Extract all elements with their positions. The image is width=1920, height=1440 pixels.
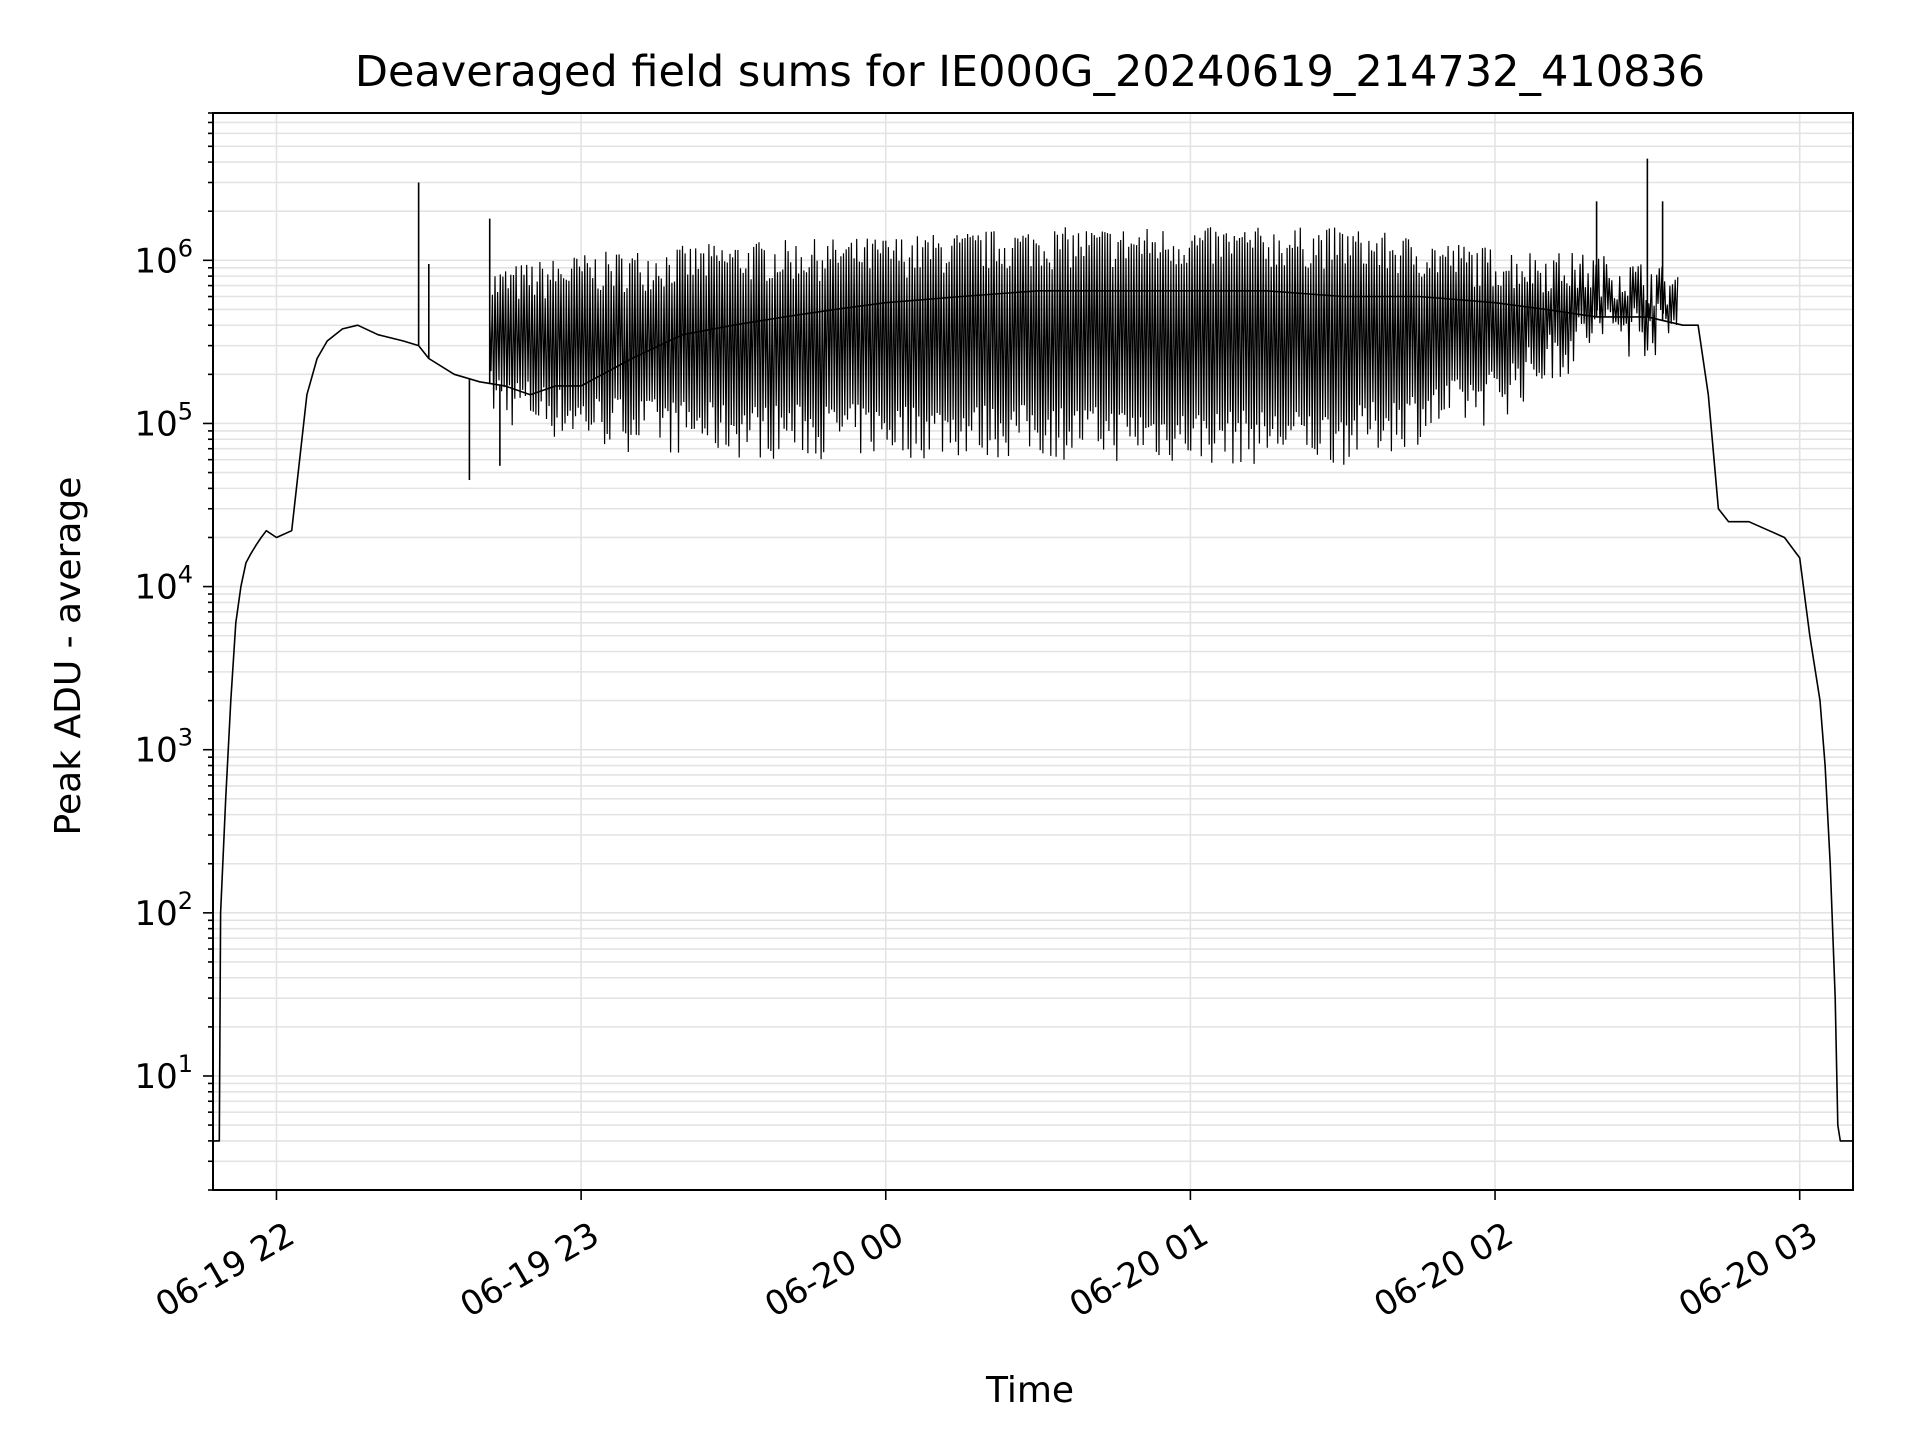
chart-title: Deaveraged field sums for IE000G_2024061… (355, 47, 1705, 97)
y-tick-base: 10 (134, 404, 177, 444)
y-tick-label: 105 (134, 397, 193, 444)
x-tick-label: 06-20 00 (758, 1215, 910, 1326)
y-tick-exponent: 5 (178, 397, 193, 425)
x-tick-label: 06-20 01 (1063, 1215, 1215, 1326)
series-oscillation (489, 227, 1679, 465)
x-tick-label: 06-20 02 (1368, 1215, 1520, 1326)
y-axis-label: Peak ADU - average (48, 477, 89, 836)
x-tick-label: 06-20 03 (1672, 1215, 1824, 1326)
y-tick-base: 10 (134, 568, 177, 608)
y-tick-exponent: 1 (178, 1050, 193, 1078)
y-tick-base: 10 (134, 731, 177, 771)
y-tick-exponent: 4 (178, 561, 193, 589)
series-line (213, 289, 1853, 1142)
y-tick-label: 104 (134, 561, 193, 608)
y-tick-exponent: 3 (178, 724, 193, 752)
series-layer (213, 158, 1853, 1142)
y-tick-base: 10 (134, 1057, 177, 1097)
x-axis-label: Time (985, 1370, 1074, 1411)
y-tick-label: 106 (134, 234, 193, 281)
y-tick-label: 102 (134, 887, 193, 934)
y-tick-exponent: 6 (178, 234, 193, 262)
y-tick-base: 10 (134, 241, 177, 281)
y-tick-exponent: 2 (178, 887, 193, 915)
x-tick-label: 06-19 22 (149, 1215, 301, 1326)
y-tick-label: 101 (134, 1050, 193, 1097)
x-tick-label: 06-19 23 (454, 1215, 606, 1326)
y-tick-label: 103 (134, 724, 193, 771)
y-tick-base: 10 (134, 894, 177, 934)
